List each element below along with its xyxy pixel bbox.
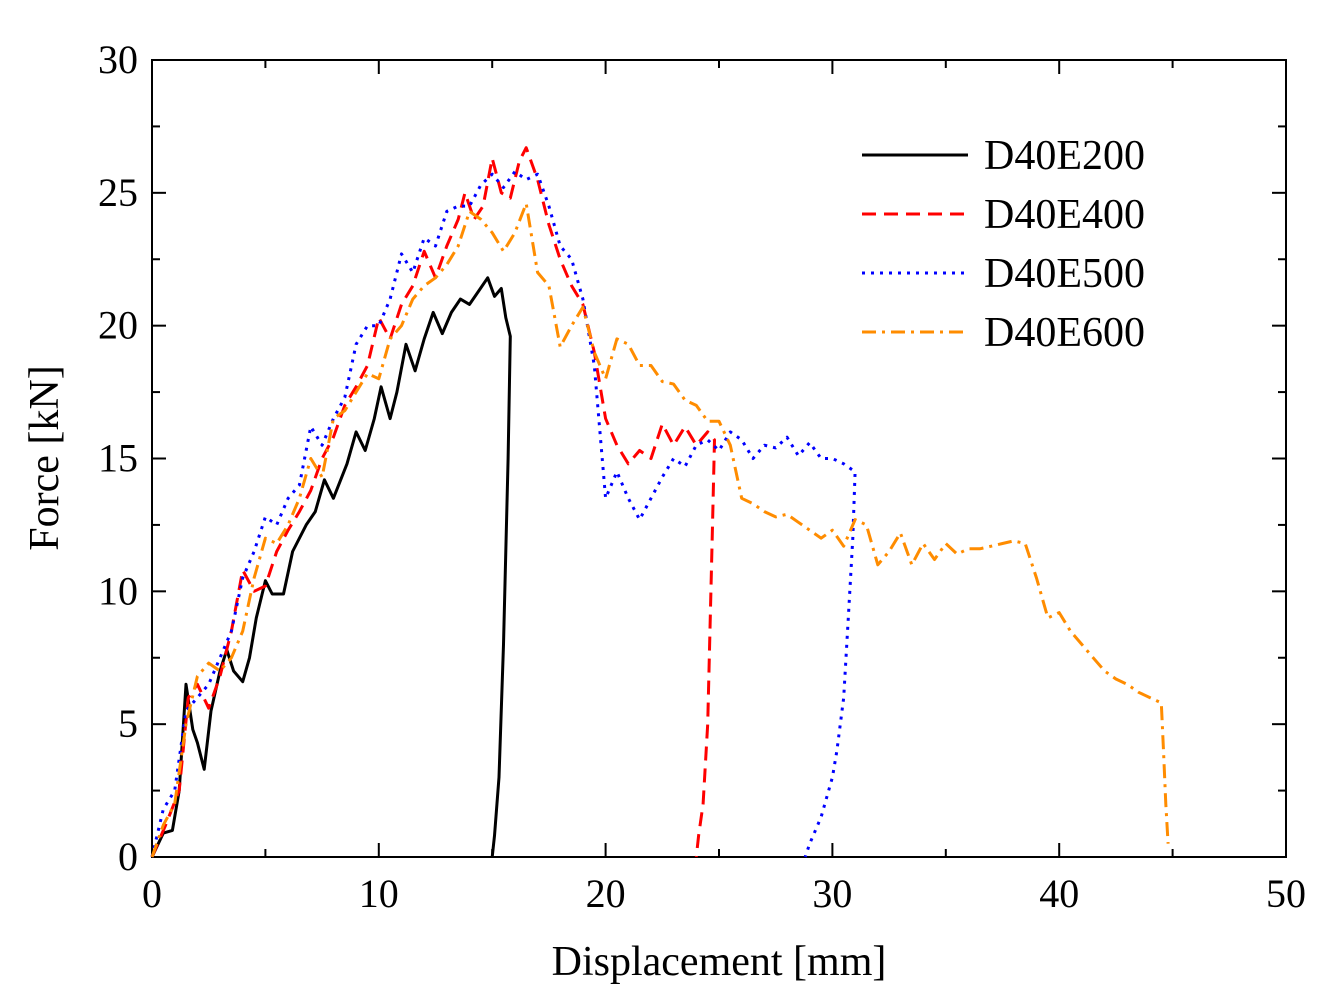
legend-label: D40E400 [984,192,1145,238]
series-line-D40E600 [150,202,1170,858]
series-group [150,146,1170,858]
y-axis-label: Force [kN] [22,365,68,550]
y-tick-label: 10 [98,568,138,613]
y-tick-label: 30 [98,37,138,82]
axis-ticks: 0 10 20 30 40 50 0 5 10 15 20 25 30 [98,37,1306,916]
y-tick-label: 25 [98,170,138,215]
plot-frame [151,59,1287,858]
x-tick-label: 50 [1266,871,1306,916]
y-tick-label: 20 [98,303,138,348]
y-tick-label: 15 [98,436,138,481]
x-axis-label: Displacement [mm] [552,939,887,985]
y-tick-label: 5 [118,701,138,746]
series-line-D40E500 [150,170,857,858]
x-tick-label: 40 [1039,871,1079,916]
series-line-D40E200 [150,276,512,858]
legend: D40E200 D40E400 D40E500 D40E600 [862,133,1145,356]
y-tick-label: 0 [118,834,138,879]
series-line-D40E400 [150,146,716,858]
x-tick-label: 20 [586,871,626,916]
legend-label: D40E200 [984,133,1145,179]
legend-label: D40E500 [984,251,1145,297]
legend-label: D40E600 [984,310,1145,356]
x-tick-label: 0 [142,871,162,916]
x-tick-label: 10 [359,871,399,916]
x-tick-label: 30 [812,871,852,916]
